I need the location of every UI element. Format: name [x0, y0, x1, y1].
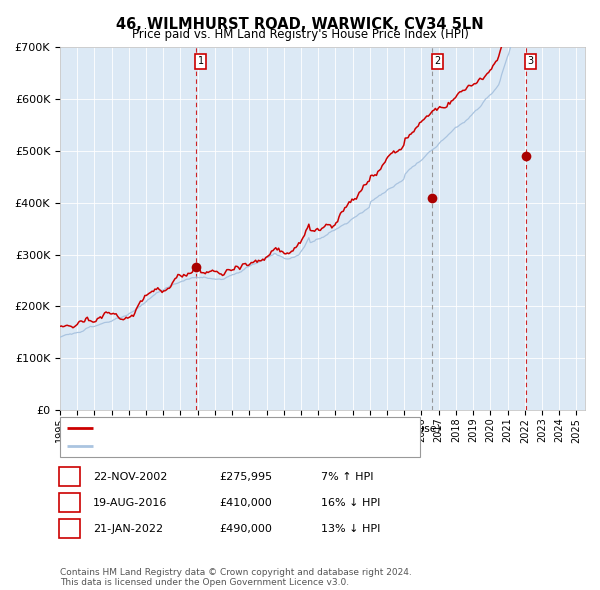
Text: 16% ↓ HPI: 16% ↓ HPI — [321, 498, 380, 507]
Text: 7% ↑ HPI: 7% ↑ HPI — [321, 472, 373, 481]
Text: 21-JAN-2022: 21-JAN-2022 — [93, 524, 163, 533]
Text: 46, WILMHURST ROAD, WARWICK, CV34 5LN: 46, WILMHURST ROAD, WARWICK, CV34 5LN — [116, 17, 484, 31]
Text: £490,000: £490,000 — [219, 524, 272, 533]
Text: 13% ↓ HPI: 13% ↓ HPI — [321, 524, 380, 533]
Text: 1: 1 — [66, 472, 73, 481]
Text: 22-NOV-2002: 22-NOV-2002 — [93, 472, 167, 481]
Text: 3: 3 — [527, 56, 533, 66]
Text: 19-AUG-2016: 19-AUG-2016 — [93, 498, 167, 507]
Text: HPI: Average price, detached house, Warwick: HPI: Average price, detached house, Warw… — [97, 441, 345, 451]
Text: £410,000: £410,000 — [219, 498, 272, 507]
Text: Contains HM Land Registry data © Crown copyright and database right 2024.
This d: Contains HM Land Registry data © Crown c… — [60, 568, 412, 587]
Text: £275,995: £275,995 — [219, 472, 272, 481]
Text: 3: 3 — [66, 524, 73, 533]
Text: 2: 2 — [66, 498, 73, 507]
Text: 46, WILMHURST ROAD, WARWICK, CV34 5LN (detached house): 46, WILMHURST ROAD, WARWICK, CV34 5LN (d… — [97, 424, 441, 434]
Text: Price paid vs. HM Land Registry's House Price Index (HPI): Price paid vs. HM Land Registry's House … — [131, 28, 469, 41]
Text: 1: 1 — [198, 56, 204, 66]
Text: 2: 2 — [434, 56, 440, 66]
